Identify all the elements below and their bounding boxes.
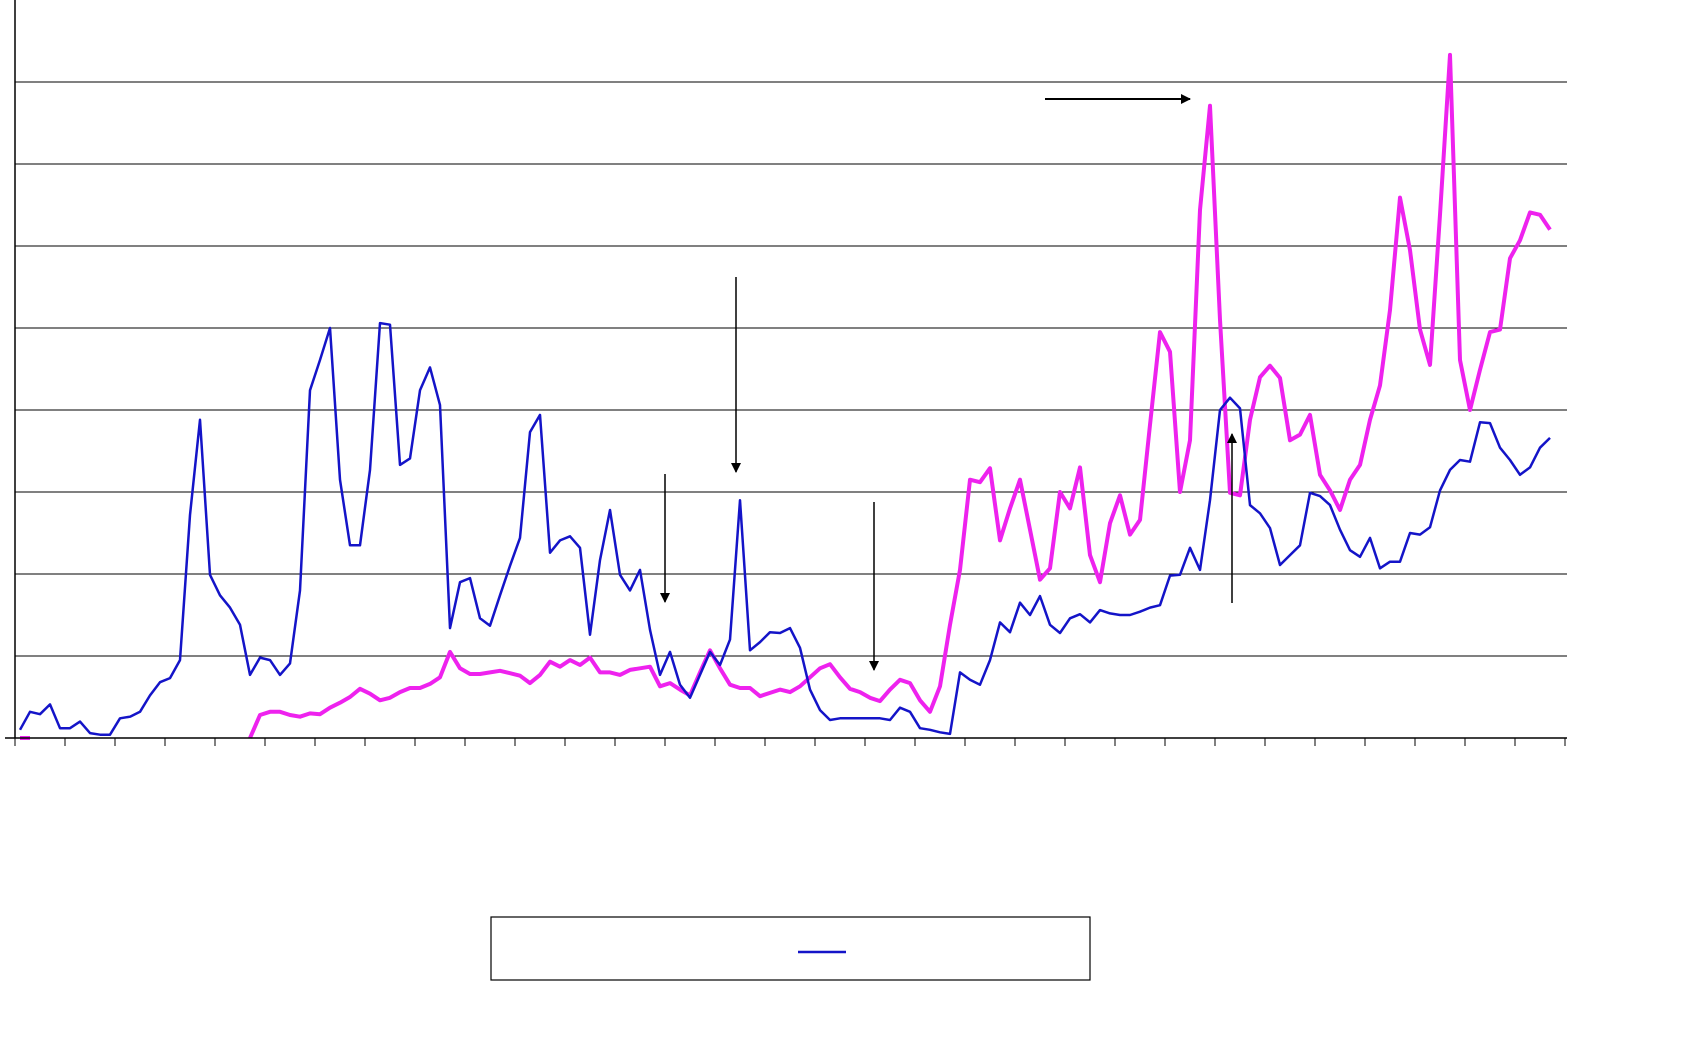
series-line <box>18 321 1551 736</box>
legend <box>490 916 1091 981</box>
series-line <box>20 52 1552 740</box>
annotation-arrows <box>660 94 1237 671</box>
grid <box>14 81 1567 746</box>
plot-lines <box>18 52 1552 740</box>
legend-box <box>490 916 1091 981</box>
